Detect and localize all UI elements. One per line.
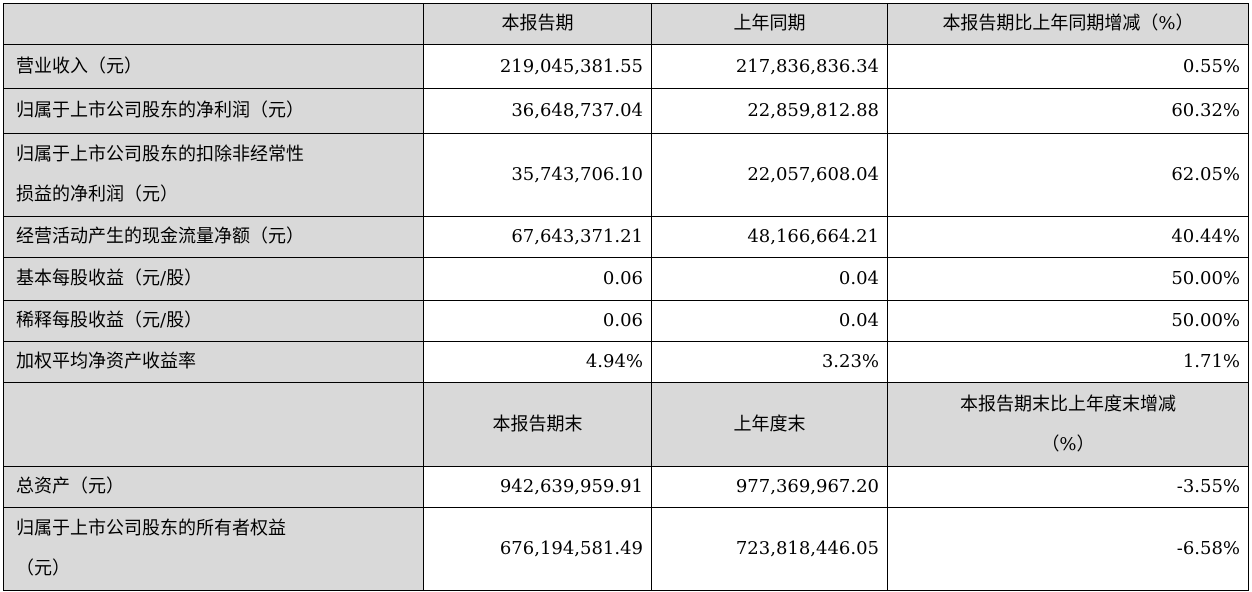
cell-change: 1.71%: [887, 341, 1249, 383]
cell-change: 62.05%: [887, 133, 1249, 217]
header-prior-year-end: 上年度末: [651, 382, 888, 467]
row-label-line-2: 损益的净利润（元）: [16, 184, 178, 205]
header-prior-year-period: 上年同期: [651, 3, 888, 45]
cell-prior: 22,057,608.04: [651, 133, 888, 217]
row-label: 基本每股收益（元/股）: [3, 257, 424, 301]
table-row: 归属于上市公司股东的净利润（元） 36,648,737.04 22,859,81…: [3, 88, 1249, 134]
table-row: 总资产（元） 942,639,959.91 977,369,967.20 -3.…: [3, 466, 1249, 508]
cell-change: -3.55%: [887, 466, 1249, 508]
table-row: 经营活动产生的现金流量净额（元） 67,643,371.21 48,166,66…: [3, 216, 1249, 258]
header-blank-cell: [3, 382, 424, 467]
cell-prior: 217,836,836.34: [651, 44, 888, 89]
table-row: 加权平均净资产收益率 4.94% 3.23% 1.71%: [3, 341, 1249, 383]
cell-prior: 0.04: [651, 257, 888, 301]
cell-change: 50.00%: [887, 300, 1249, 342]
row-label: 加权平均净资产收益率: [3, 341, 424, 383]
row-label: 归属于上市公司股东的净利润（元）: [3, 88, 424, 134]
header-line-1: 本报告期末比上年度末增减: [960, 393, 1176, 415]
cell-prior: 977,369,967.20: [651, 466, 888, 508]
cell-change: 50.00%: [887, 257, 1249, 301]
cell-current: 942,639,959.91: [423, 466, 652, 508]
header-line-2: （%）: [1041, 433, 1095, 455]
cell-current: 36,648,737.04: [423, 88, 652, 134]
cell-change: 40.44%: [887, 216, 1249, 258]
table-row: 营业收入（元） 219,045,381.55 217,836,836.34 0.…: [3, 44, 1249, 89]
row-label: 营业收入（元）: [3, 44, 424, 89]
row-label-line-1: 归属于上市公司股东的所有者权益: [16, 518, 286, 539]
cell-current: 219,045,381.55: [423, 44, 652, 89]
row-label: 经营活动产生的现金流量净额（元）: [3, 216, 424, 258]
cell-prior: 22,859,812.88: [651, 88, 888, 134]
cell-current: 676,194,581.49: [423, 507, 652, 591]
cell-change: 60.32%: [887, 88, 1249, 134]
cell-current: 4.94%: [423, 341, 652, 383]
table-row: 归属于上市公司股东的所有者权益 （元） 676,194,581.49 723,8…: [3, 507, 1249, 591]
header-current-period: 本报告期: [423, 3, 652, 45]
table-row: 基本每股收益（元/股） 0.06 0.04 50.00%: [3, 257, 1249, 301]
cell-current: 35,743,706.10: [423, 133, 652, 217]
cell-current: 0.06: [423, 300, 652, 342]
row-label: 归属于上市公司股东的扣除非经常性 损益的净利润（元）: [3, 133, 424, 217]
financial-summary-table: 本报告期 上年同期 本报告期比上年同期增减（%） 营业收入（元） 219,045…: [3, 3, 1249, 591]
table-header-row: 本报告期 上年同期 本报告期比上年同期增减（%）: [3, 3, 1249, 45]
header-period-end: 本报告期末: [423, 382, 652, 467]
header-period-change: 本报告期比上年同期增减（%）: [887, 3, 1249, 45]
cell-change: -6.58%: [887, 507, 1249, 591]
table-row: 归属于上市公司股东的扣除非经常性 损益的净利润（元） 35,743,706.10…: [3, 133, 1249, 217]
table-row: 稀释每股收益（元/股） 0.06 0.04 50.00%: [3, 300, 1249, 342]
cell-prior: 723,818,446.05: [651, 507, 888, 591]
cell-prior: 0.04: [651, 300, 888, 342]
row-label-line-2: （元）: [16, 558, 70, 579]
row-label: 总资产（元）: [3, 466, 424, 508]
cell-current: 67,643,371.21: [423, 216, 652, 258]
header-blank-cell: [3, 3, 424, 45]
cell-change: 0.55%: [887, 44, 1249, 89]
table-header-row: 本报告期末 上年度末 本报告期末比上年度末增减 （%）: [3, 382, 1249, 467]
row-label: 稀释每股收益（元/股）: [3, 300, 424, 342]
cell-prior: 3.23%: [651, 341, 888, 383]
header-period-end-change: 本报告期末比上年度末增减 （%）: [887, 382, 1249, 467]
row-label: 归属于上市公司股东的所有者权益 （元）: [3, 507, 424, 591]
cell-prior: 48,166,664.21: [651, 216, 888, 258]
cell-current: 0.06: [423, 257, 652, 301]
row-label-line-1: 归属于上市公司股东的扣除非经常性: [16, 144, 304, 165]
